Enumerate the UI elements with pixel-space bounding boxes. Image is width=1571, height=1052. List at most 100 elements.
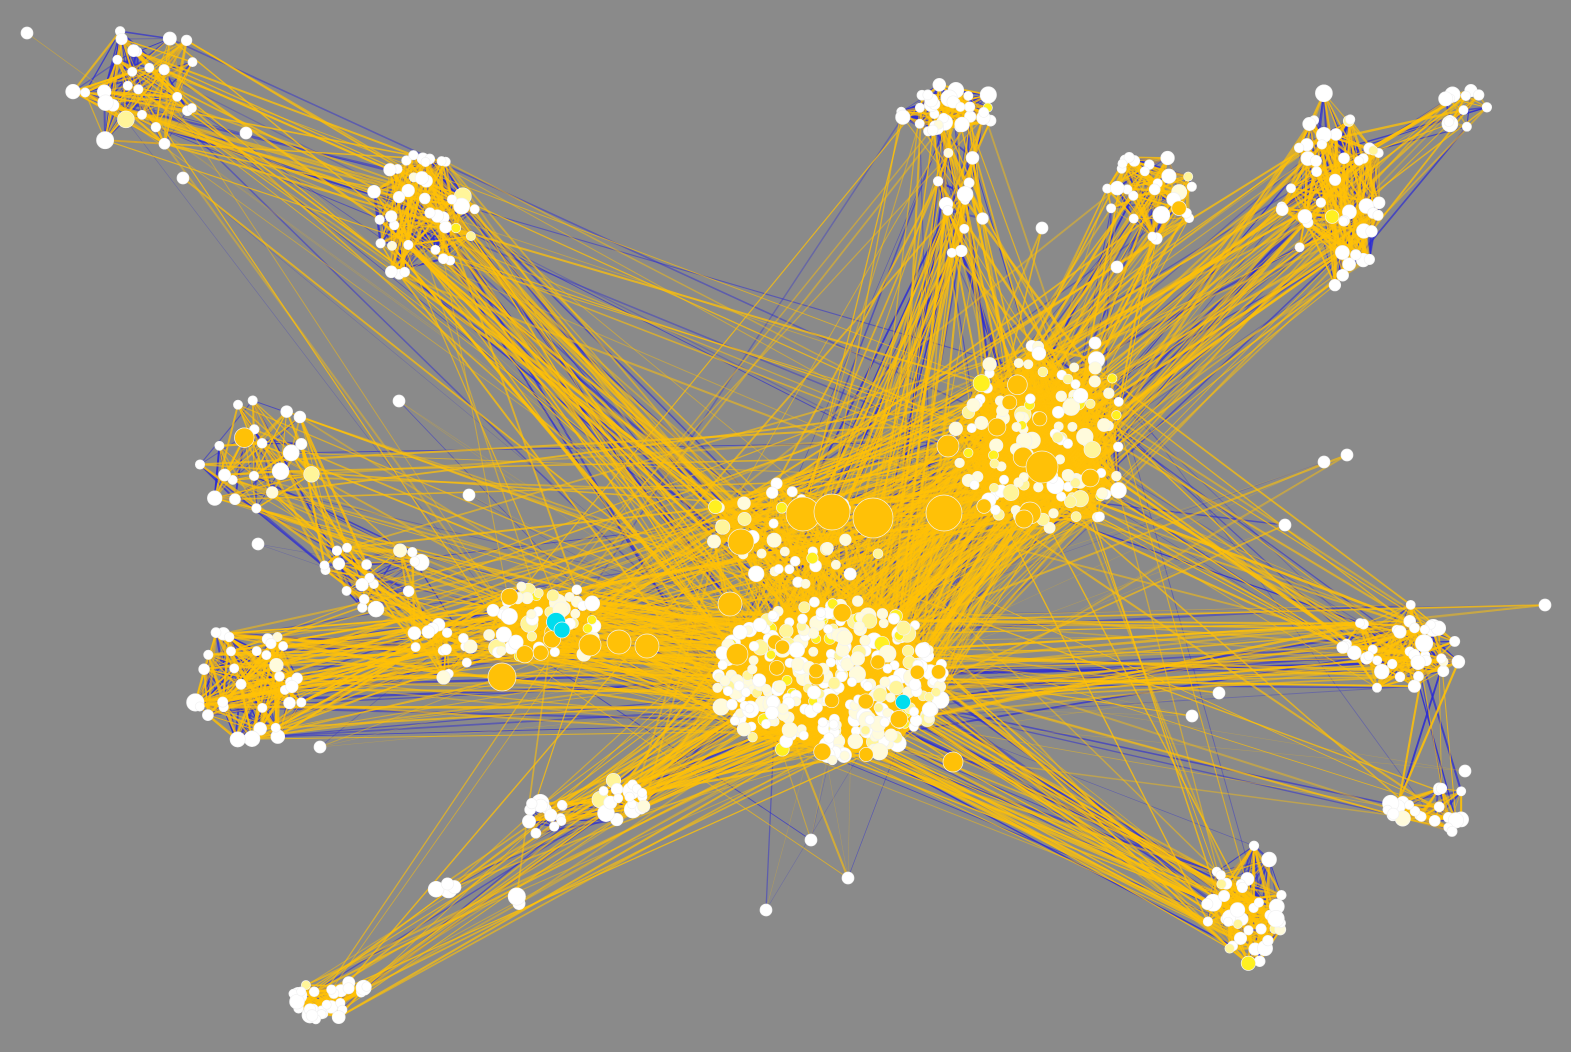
graph-node[interactable] [1365,225,1378,238]
graph-node[interactable] [927,124,939,136]
graph-node[interactable] [1315,197,1327,208]
graph-node[interactable] [789,555,801,567]
graph-node-gold[interactable] [515,645,534,664]
graph-node[interactable] [1117,158,1128,169]
graph-node[interactable] [326,984,337,995]
graph-node[interactable] [737,512,752,526]
graph-node[interactable] [526,797,538,810]
graph-node-gold[interactable] [234,427,255,448]
graph-node[interactable] [830,559,841,570]
graph-node[interactable] [909,706,919,717]
graph-node[interactable] [198,663,210,675]
graph-node[interactable] [1393,625,1407,639]
graph-node[interactable] [1438,91,1454,107]
graph-node-gold[interactable] [532,644,549,661]
graph-node[interactable] [392,191,406,204]
graph-node[interactable] [1202,916,1213,927]
graph-node[interactable] [1113,396,1124,407]
graph-node[interactable] [882,663,893,674]
graph-node[interactable] [872,687,888,703]
graph-node[interactable] [1067,421,1078,432]
graph-node-gold[interactable] [774,639,790,655]
graph-node[interactable] [843,567,857,581]
graph-node[interactable] [1070,379,1081,390]
graph-node[interactable] [1037,366,1049,378]
graph-node[interactable] [1088,361,1102,375]
graph-node[interactable] [229,493,241,506]
graph-node[interactable] [385,210,398,223]
graph-node[interactable] [1152,206,1171,224]
graph-node[interactable] [421,625,436,639]
graph-node[interactable] [613,793,624,804]
graph-node[interactable] [924,691,935,702]
graph-node[interactable] [847,677,857,687]
graph-node[interactable] [278,641,289,652]
graph-node[interactable] [1240,955,1256,971]
graph-node[interactable] [1147,231,1158,242]
graph-node[interactable] [955,101,966,112]
graph-node[interactable] [1232,919,1243,929]
graph-node[interactable] [1433,801,1445,813]
graph-node[interactable] [407,626,422,640]
graph-node[interactable] [137,109,147,120]
graph-node[interactable] [207,490,223,506]
graph-node[interactable] [1111,470,1122,482]
graph-node[interactable] [1363,253,1375,265]
graph-node-gold[interactable] [870,654,886,670]
graph-node[interactable] [1336,268,1349,282]
graph-node[interactable] [932,78,947,92]
graph-node[interactable] [1404,799,1415,810]
graph-node[interactable] [1083,440,1101,459]
graph-node[interactable] [790,657,805,672]
graph-node[interactable] [127,44,141,57]
graph-node[interactable] [342,982,355,995]
graph-node[interactable] [409,556,421,567]
graph-node-gold[interactable] [500,587,519,606]
graph-node[interactable] [1064,495,1077,509]
graph-node[interactable] [533,588,544,598]
graph-node[interactable] [1387,658,1398,670]
graph-node[interactable] [825,657,836,668]
graph-node[interactable] [1437,665,1450,678]
graph-node[interactable] [341,585,352,596]
graph-node[interactable] [229,731,246,748]
graph-node[interactable] [1340,448,1354,462]
graph-node[interactable] [233,399,243,410]
graph-node[interactable] [921,701,938,718]
graph-node[interactable] [1446,825,1458,837]
graph-node[interactable] [1069,477,1081,489]
graph-node[interactable] [954,457,965,469]
graph-node[interactable] [776,502,788,514]
graph-node-gold[interactable] [1001,394,1018,411]
graph-node[interactable] [401,183,415,198]
graph-node[interactable] [570,608,581,619]
graph-node[interactable] [1048,508,1059,519]
graph-node[interactable] [773,564,784,575]
graph-node[interactable] [729,715,740,726]
graph-node[interactable] [355,578,369,592]
graph-node[interactable] [251,646,262,657]
graph-node[interactable] [766,532,782,548]
graph-node[interactable] [187,57,198,68]
graph-node[interactable] [767,610,778,621]
graph-node[interactable] [828,719,839,730]
graph-node[interactable] [779,623,794,639]
graph-node[interactable] [1338,216,1349,227]
graph-node[interactable] [280,405,293,418]
graph-node[interactable] [1325,209,1340,224]
graph-node[interactable] [1139,166,1150,177]
graph-node[interactable] [1372,209,1384,221]
graph-node[interactable] [332,557,346,571]
graph-node[interactable] [462,488,476,502]
graph-node[interactable] [1315,84,1333,103]
graph-node[interactable] [914,102,925,113]
graph-node[interactable] [80,87,91,98]
graph-node[interactable] [798,601,811,614]
graph-node[interactable] [420,157,431,167]
graph-node[interactable] [797,613,808,625]
graph-node[interactable] [1473,89,1485,101]
graph-node[interactable] [804,833,818,847]
graph-node[interactable] [256,438,268,449]
graph-node[interactable] [637,799,651,813]
graph-node[interactable] [296,986,307,997]
